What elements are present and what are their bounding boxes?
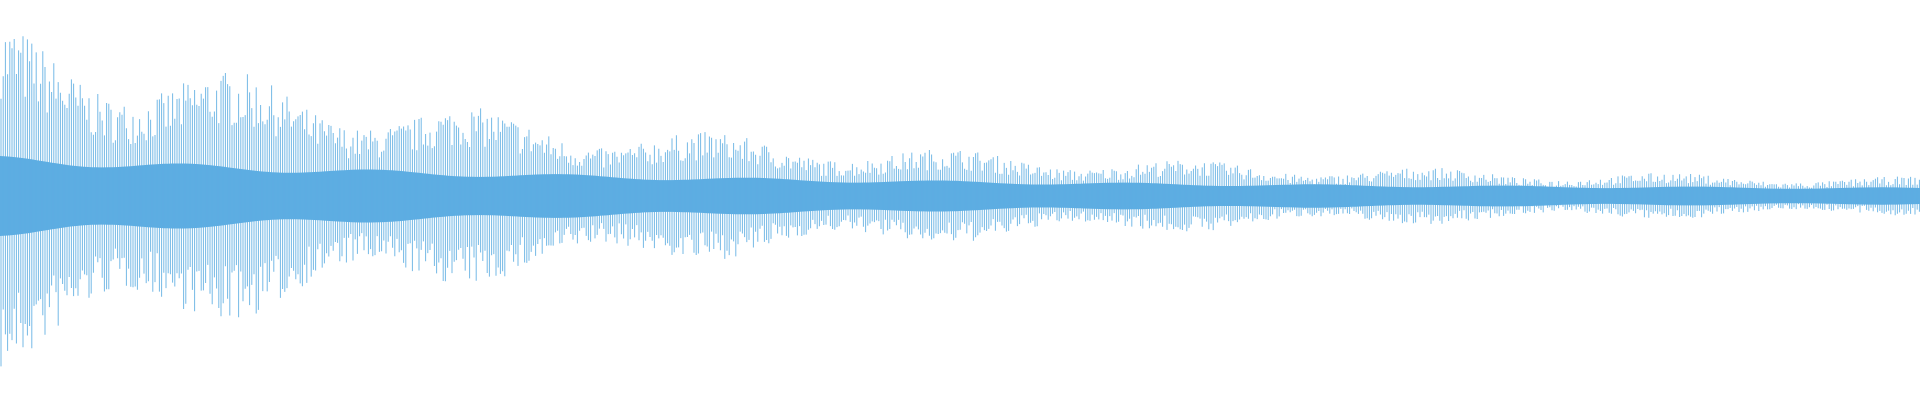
waveform-peaks [0,36,1920,367]
